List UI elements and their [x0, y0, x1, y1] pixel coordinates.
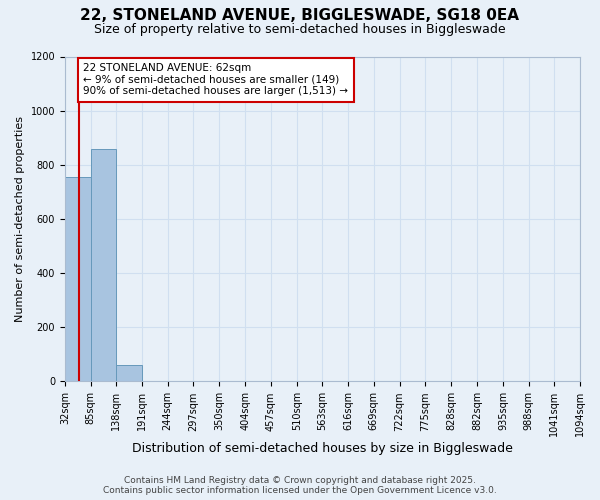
Y-axis label: Number of semi-detached properties: Number of semi-detached properties — [15, 116, 25, 322]
Text: 22, STONELAND AVENUE, BIGGLESWADE, SG18 0EA: 22, STONELAND AVENUE, BIGGLESWADE, SG18 … — [80, 8, 520, 22]
Bar — [65, 177, 91, 382]
Text: Contains HM Land Registry data © Crown copyright and database right 2025.
Contai: Contains HM Land Registry data © Crown c… — [103, 476, 497, 495]
Bar — [91, 148, 116, 382]
Text: Size of property relative to semi-detached houses in Biggleswade: Size of property relative to semi-detach… — [94, 22, 506, 36]
X-axis label: Distribution of semi-detached houses by size in Biggleswade: Distribution of semi-detached houses by … — [132, 442, 513, 455]
Bar — [116, 365, 142, 382]
Text: 22 STONELAND AVENUE: 62sqm
← 9% of semi-detached houses are smaller (149)
90% of: 22 STONELAND AVENUE: 62sqm ← 9% of semi-… — [83, 64, 349, 96]
